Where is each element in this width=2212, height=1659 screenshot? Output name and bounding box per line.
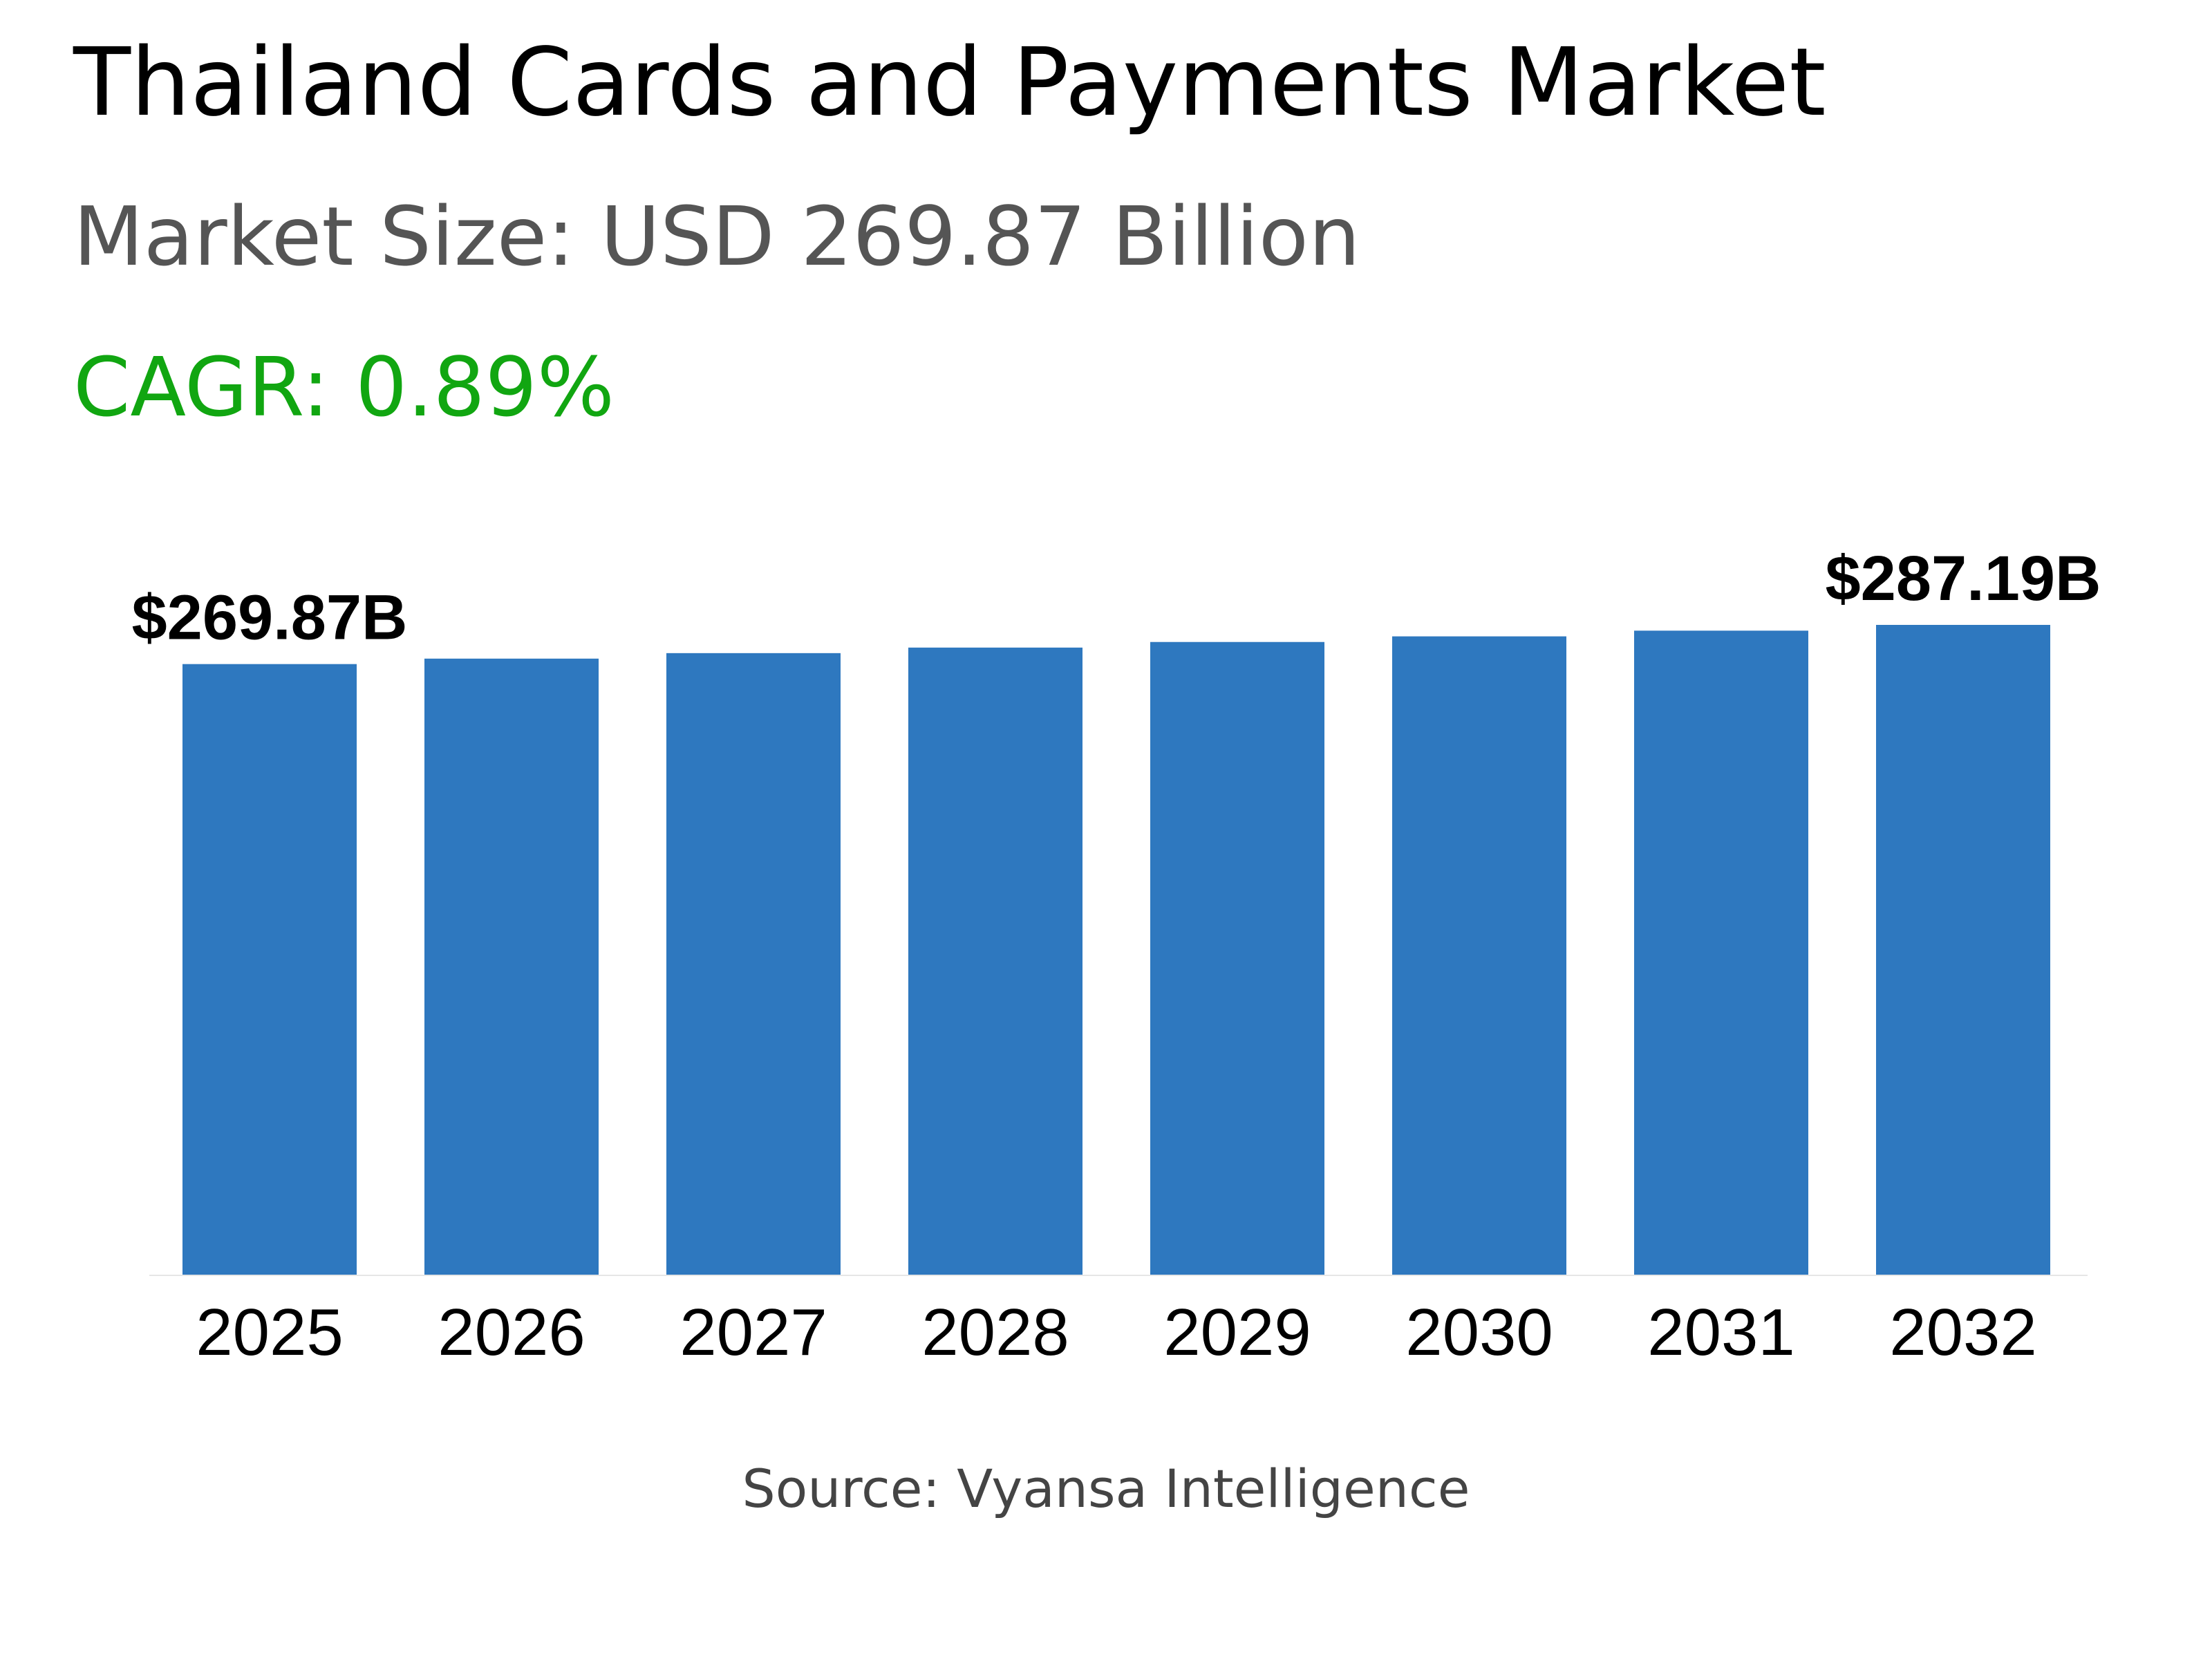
x-tick-label-2031: 2031	[1647, 1295, 1795, 1369]
bars-group	[182, 625, 2050, 1275]
data-label-2032: $287.19B	[1826, 543, 2101, 614]
x-tick-label-2027: 2027	[679, 1295, 827, 1369]
bar-2029	[1150, 641, 1324, 1275]
chart-title: Thailand Cards and Payments Market	[73, 28, 1826, 138]
bar-2027	[666, 653, 841, 1275]
data-label-2025: $269.87B	[132, 583, 408, 653]
x-tick-label-2028: 2028	[921, 1295, 1069, 1369]
x-tick-label-2025: 2025	[196, 1295, 344, 1369]
bar-2025	[182, 664, 357, 1275]
x-tick-label-2026: 2026	[438, 1295, 585, 1369]
bar-2031	[1634, 630, 1808, 1275]
bar-2026	[424, 658, 599, 1275]
x-tick-label-2032: 2032	[1889, 1295, 2037, 1369]
x-tick-labels: 2025 2026 2027 2028 2029 2030 2031 2032	[196, 1295, 2037, 1369]
x-tick-label-2030: 2030	[1405, 1295, 1553, 1369]
data-labels: $269.87B $287.19B	[132, 543, 2101, 653]
market-size-subtitle: Market Size: USD 269.87 Billion	[73, 189, 1360, 284]
cagr-subtitle: CAGR: 0.89%	[73, 339, 615, 435]
bar-2032	[1876, 625, 2050, 1275]
source-note: Source: Vyansa Intelligence	[742, 1458, 1470, 1519]
bar-2028	[908, 647, 1082, 1275]
bar-2030	[1392, 636, 1566, 1275]
x-tick-label-2029: 2029	[1163, 1295, 1311, 1369]
